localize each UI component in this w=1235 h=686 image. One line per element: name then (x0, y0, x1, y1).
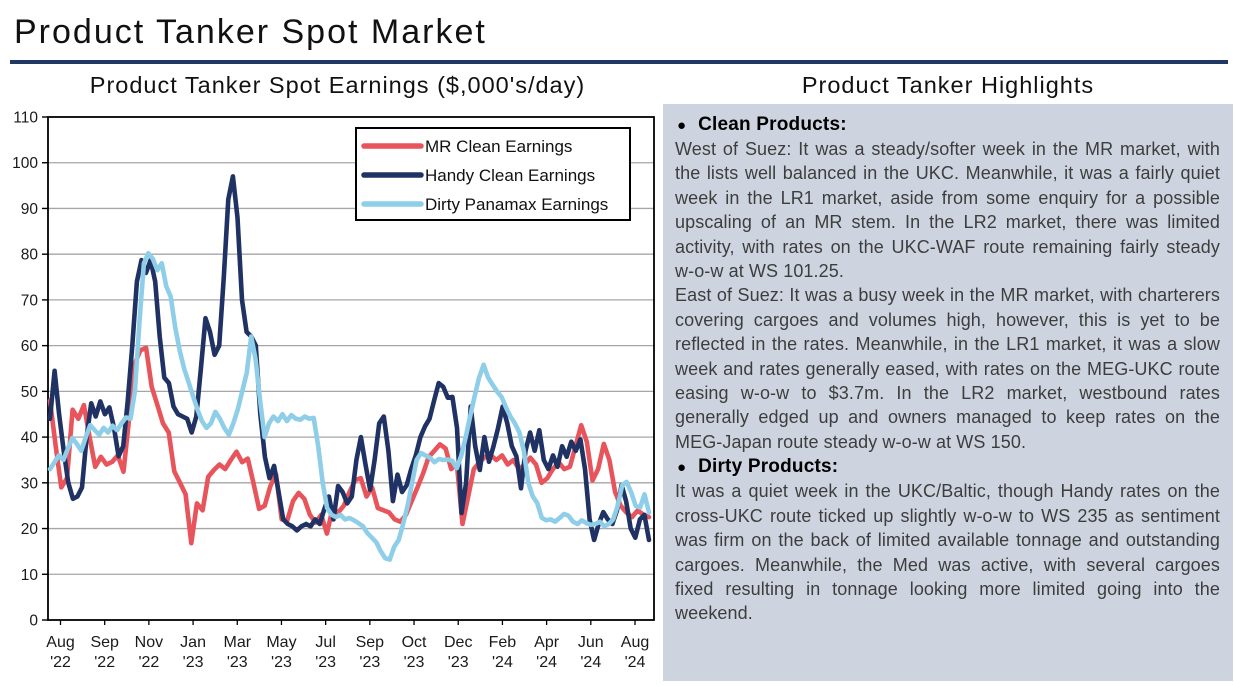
y-tick-label: 70 (21, 292, 39, 309)
legend-label: Dirty Panamax Earnings (425, 195, 608, 214)
legend-label: Handy Clean Earnings (425, 166, 595, 185)
bullet-icon: ● (677, 117, 687, 134)
x-tick-year: '22 (50, 654, 71, 671)
y-tick-label: 50 (21, 384, 39, 401)
x-tick-year: '23 (448, 654, 469, 671)
x-tick-year: '24 (492, 654, 513, 671)
x-tick-year: '22 (138, 654, 159, 671)
x-tick-month: Oct (402, 634, 427, 651)
page-title: Product Tanker Spot Market (14, 13, 487, 51)
x-tick-month: May (266, 634, 296, 651)
highlight-paragraph: East of Suez: It was a busy week in the … (675, 285, 1220, 452)
x-tick-year: '23 (359, 654, 380, 671)
y-tick-label: 10 (21, 567, 39, 584)
highlight-paragraph: West of Suez: It was a steady/softer wee… (675, 139, 1220, 282)
x-tick-year: '24 (580, 654, 601, 671)
x-tick-year: '23 (271, 654, 292, 671)
x-tick-year: '24 (536, 654, 557, 671)
x-tick-year: '22 (94, 654, 115, 671)
highlight-heading: Dirty Products: (698, 456, 839, 478)
x-tick-year: '24 (625, 654, 646, 671)
x-tick-year: '23 (183, 654, 204, 671)
y-tick-label: 30 (21, 475, 39, 492)
legend-label: MR Clean Earnings (425, 137, 572, 156)
x-tick-month: Jun (578, 634, 604, 651)
y-tick-label: 40 (21, 430, 39, 447)
x-tick-year: '23 (404, 654, 425, 671)
x-tick-month: Aug (46, 634, 74, 651)
y-tick-label: 80 (21, 247, 39, 264)
title-underline (10, 60, 1228, 64)
highlights-title: Product Tanker Highlights (801, 72, 1095, 98)
x-tick-year: '23 (227, 654, 248, 671)
y-tick-label: 110 (13, 110, 38, 127)
highlight-heading: Clean Products: (698, 114, 847, 135)
plot-border (47, 116, 655, 621)
highlights-panel: ● Clean Products: West of Suez: It was a s… (663, 104, 1233, 681)
x-tick-month: Aug (621, 634, 649, 651)
x-tick-month: Jul (315, 634, 335, 651)
highlight-heading-row: ● Clean Products: (677, 114, 1220, 136)
x-tick-month: Dec (444, 634, 472, 651)
series-line-handy-clean-earnings (47, 174, 652, 543)
x-tick-month: Sep (356, 634, 385, 651)
x-tick-month: Sep (90, 634, 119, 651)
chart-title: Product Tanker Spot Earnings ($,000's/da… (89, 72, 586, 98)
x-tick-month: Apr (534, 634, 560, 651)
x-tick-month: Mar (223, 634, 251, 651)
bullet-icon: ● (677, 459, 687, 477)
series-line-dirty-panamax-earnings (47, 251, 652, 562)
highlight-paragraph: It was a quiet week in the UKC/Baltic, t… (675, 481, 1220, 624)
x-tick-year: '23 (315, 654, 336, 671)
x-tick-month: Jan (180, 634, 206, 651)
y-tick-label: 20 (21, 521, 39, 538)
series-line-mr-clean-earnings (47, 345, 652, 546)
x-tick-month: Feb (489, 634, 517, 651)
highlight-heading-row: ● Dirty Products: (677, 456, 1220, 478)
x-tick-month: Nov (135, 634, 163, 651)
earnings-chart: 0 10 20 30 40 50 60 70 80 90 100 110 Aug '22 Sep '22 Nov… (0, 108, 662, 683)
y-tick-label: 60 (21, 338, 39, 355)
y-tick-label: 0 (29, 613, 38, 630)
earnings-chart-svg: 0 10 20 30 40 50 60 70 80 90 100 110 Aug '22 Sep '22 Nov… (12, 110, 655, 671)
y-tick-label: 100 (12, 155, 38, 172)
y-tick-label: 90 (21, 201, 39, 218)
